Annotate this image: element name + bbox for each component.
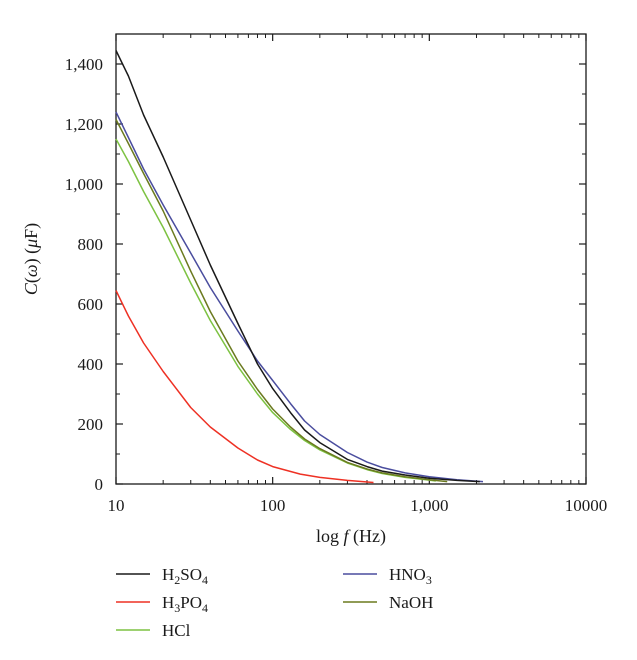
x-tick-label: 100 xyxy=(260,496,286,515)
y-tick-label: 1,200 xyxy=(65,115,103,134)
y-tick-label: 400 xyxy=(78,355,104,374)
x-tick-label: 1,000 xyxy=(410,496,448,515)
y-tick-label: 1,400 xyxy=(65,55,103,74)
x-tick-label: 10000 xyxy=(565,496,608,515)
legend-label-naoh: NaOH xyxy=(389,593,433,612)
legend-label-hno3: HNO3 xyxy=(389,565,432,587)
series-line-h2so4 xyxy=(115,50,480,483)
legend-label-h2so4: H2SO4 xyxy=(162,565,208,587)
series-line-naoh xyxy=(115,119,448,483)
y-tick-label: 800 xyxy=(78,235,104,254)
series-line-hcl xyxy=(115,138,436,482)
x-tick-label: 10 xyxy=(108,496,125,515)
series-line-hno3 xyxy=(115,111,484,483)
plot-frame xyxy=(115,33,587,485)
y-tick-label: 200 xyxy=(78,415,104,434)
y-axis-title: C(ω) (μF) xyxy=(21,223,42,295)
y-tick-label: 600 xyxy=(78,295,104,314)
x-axis-title: log f (Hz) xyxy=(316,526,386,547)
legend-label-hcl: HCl xyxy=(162,621,191,640)
tick-labels: 10 100 1,000 10000 0 200 400 600 800 1,000 1,200 1,… xyxy=(65,55,608,515)
series-line-h3po4 xyxy=(115,290,374,484)
minor-ticks xyxy=(116,34,586,484)
major-ticks xyxy=(115,34,587,485)
y-tick-label: 1,000 xyxy=(65,175,103,194)
series-layer xyxy=(115,50,484,484)
legend: H2SO4 HNO3 H3PO4 NaOH HCl xyxy=(116,565,433,640)
legend-label-h3po4: H3PO4 xyxy=(162,593,208,615)
y-tick-label: 0 xyxy=(95,475,104,494)
